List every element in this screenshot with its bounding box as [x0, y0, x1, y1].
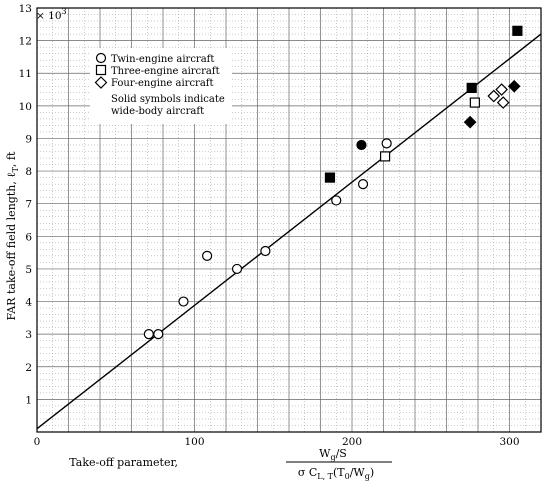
legend-background — [90, 48, 232, 124]
x-tick-label: 300 — [499, 436, 519, 448]
open-square-point — [469, 97, 480, 108]
open-diamond-point — [495, 83, 508, 96]
open-square-point — [379, 151, 391, 162]
open-circle-point — [153, 329, 164, 340]
y-tick-label: 12 — [19, 36, 32, 48]
y-axis-label: FAR take-off field length, ℓT, ft — [5, 151, 20, 320]
open-diamond-point — [496, 96, 510, 109]
filled-diamond-point — [463, 115, 477, 129]
y-tick-label: 5 — [25, 264, 32, 276]
open-circle-point — [143, 329, 154, 340]
open-circle-point — [202, 250, 213, 261]
y-tick-label: 13 — [19, 3, 32, 15]
open-circle-point — [178, 296, 189, 307]
x-tick-label: 0 — [34, 436, 41, 448]
x-axis-label-denominator: σ CL, T(T0/Wg) — [298, 466, 374, 481]
open-circle-point — [331, 195, 342, 206]
filled-circle-point — [356, 139, 367, 151]
legend-note-line-2: wide-body aircraft — [111, 106, 204, 117]
fit-line — [36, 33, 542, 430]
legend-square-marker — [95, 64, 107, 76]
y-tick-label: 1 — [25, 394, 32, 406]
y-axis-label-unit: , ft — [5, 151, 18, 167]
data-points — [143, 25, 523, 340]
open-circle-point — [357, 179, 369, 190]
y-tick-label: 3 — [25, 329, 32, 341]
y-tick-label: 8 — [25, 166, 32, 178]
y-multiplier-exponent: 3 — [62, 7, 67, 16]
open-circle-point — [381, 138, 392, 149]
y-tick-label: 4 — [25, 297, 32, 309]
x-tick-label: 200 — [342, 436, 362, 448]
legend-note-line-1: Solid symbols indicate — [111, 94, 225, 105]
legend: Twin-engine aircraft Three-engine aircra… — [90, 48, 232, 124]
y-tick-label: 7 — [25, 199, 32, 211]
open-circle-point — [231, 263, 243, 275]
legend-circle-marker — [95, 52, 107, 64]
y-tick-label: 2 — [25, 362, 32, 374]
y-tick-label: 10 — [19, 101, 32, 113]
plot-frame — [36, 7, 542, 433]
y-tick-label: 11 — [19, 68, 32, 80]
y-multiplier: × 103 — [36, 7, 67, 22]
filled-square-point — [324, 172, 336, 183]
filled-square-point — [466, 82, 477, 94]
filled-square-point — [512, 25, 523, 36]
legend-label-four: Four-engine aircraft — [111, 78, 214, 89]
x-axis-label: Take-off parameter, — [69, 456, 178, 469]
open-diamond-point — [487, 89, 501, 103]
legend-diamond-marker — [94, 76, 108, 89]
x-tick-label: 100 — [184, 436, 204, 448]
filled-diamond-point — [507, 79, 521, 93]
open-circle-point — [260, 245, 271, 257]
y-tick-label: 6 — [25, 231, 32, 243]
y-tick-label: 9 — [25, 133, 32, 145]
x-axis-label-numerator: Wg/S — [319, 447, 347, 462]
legend-label-three: Three-engine aircraft — [111, 66, 220, 77]
legend-label-twin: Twin-engine aircraft — [111, 54, 214, 65]
y-axis-label-subscript: T — [11, 166, 20, 172]
